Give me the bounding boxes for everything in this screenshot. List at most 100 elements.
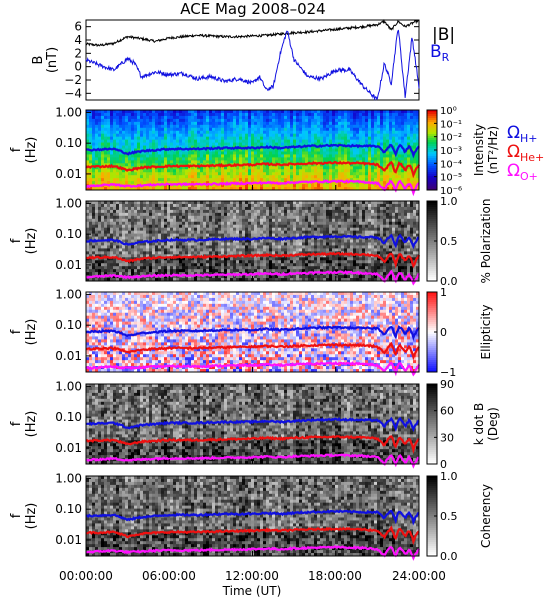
colorbar-tick-label: 0.0 — [440, 550, 458, 563]
p0-ylabel-line2: (nT) — [45, 47, 60, 73]
x-axis: 00:00:00 06:00:00 12:00:00 18:00:00 24:0… — [59, 569, 446, 598]
p0-tick-label: −4 — [64, 86, 82, 100]
omega-he-line — [85, 251, 421, 269]
colorbar-label: (nT²/Hz) — [486, 126, 500, 174]
heatmap-cells — [86, 384, 420, 465]
colorbar-tick-label: 10⁻² — [440, 133, 462, 144]
colorbar: 1.0 0.5 0.0 % Polarization — [426, 195, 493, 288]
p0-ylabel-line1: B — [31, 56, 46, 65]
colorbar-tick-label: 30 — [440, 431, 454, 444]
y-tick-label: 0.01 — [55, 167, 82, 181]
y-label-f: f — [9, 513, 24, 518]
omega-o-line — [85, 545, 420, 561]
colorbar-tick-label: 10⁰ — [440, 106, 457, 117]
colorbar-tick-label: 10⁻¹ — [440, 119, 462, 130]
colorbar: 90 60 30 0 k dot B (Deg) — [426, 378, 500, 471]
panel-spectrogram-2: 1.00 0.10 0.01 f (Hz) 1.0 0.5 0.0 % Polarization — [9, 195, 493, 288]
colorbar-tick-label: 0.5 — [440, 235, 458, 248]
colorbar-tick-label: 10⁻³ — [440, 146, 462, 157]
omega-he-line — [85, 160, 420, 179]
y-tick-label: 1.00 — [55, 105, 82, 119]
colorbar-label: (Deg) — [486, 407, 500, 441]
heatmap-cells — [86, 476, 420, 557]
colorbar-tick-label: 1.0 — [440, 195, 458, 208]
colorbar: 1 0 −1 Ellipticity — [426, 286, 493, 379]
colorbar-tick-label: −1 — [440, 366, 456, 379]
y-tick-label: 1.00 — [55, 379, 82, 393]
omega-o-line — [85, 179, 420, 197]
panel-spectrogram-5: 1.00 0.10 0.01 f (Hz) 1.0 0.5 0.0 Coherency — [9, 470, 493, 563]
colorbar-tick-label: 0.0 — [440, 275, 458, 288]
y-tick-label: 0.01 — [55, 441, 82, 455]
x-tick-4: 24:00:00 — [392, 569, 446, 583]
y-label-f: f — [9, 238, 24, 243]
y-tick-label: 0.10 — [55, 410, 82, 424]
p0-tick-label: 0 — [74, 60, 82, 74]
colorbar-label: % Polarization — [479, 199, 493, 284]
colorbar: 1.0 0.5 0.0 Coherency — [426, 470, 493, 563]
omega-h-line — [85, 416, 420, 433]
colorbar-label: Ellipticity — [479, 305, 493, 360]
y-label-f: f — [9, 147, 24, 152]
colorbar-tick-label: 90 — [440, 378, 454, 391]
p0-series-lines — [85, 18, 420, 101]
x-tick-0: 00:00:00 — [59, 569, 113, 583]
y-tick-label: 1.00 — [55, 196, 82, 210]
y-tick-label: 0.10 — [55, 318, 82, 332]
panel-spectrogram-4: 1.00 0.10 0.01 f (Hz) 90 60 30 0 k dot B (Deg) — [9, 378, 500, 471]
omega-h-line — [85, 325, 420, 341]
omega-he-line — [85, 341, 420, 361]
panel-spectrogram-3: 1.00 0.10 0.01 f (Hz) 1 0 −1 Ellipticity — [9, 286, 493, 379]
y-tick-label: 1.00 — [55, 471, 82, 485]
colorbar-label: Coherency — [479, 484, 493, 548]
y-tick-label: 0.10 — [55, 136, 82, 150]
y-tick-label: 0.01 — [55, 258, 82, 272]
y-tick-label: 1.00 — [55, 287, 82, 301]
figure-title: ACE Mag 2008–024 — [180, 0, 325, 18]
p0-tick-label: 2 — [74, 46, 82, 60]
colorbar-tick-label: 1 — [440, 286, 447, 299]
p0-tick-label: 4 — [74, 33, 82, 47]
gyrofrequency-legend: ΩH+ ΩHe+ ΩO+ — [507, 123, 544, 183]
p0-tick-label: −2 — [64, 73, 82, 87]
omega-h-line — [85, 233, 420, 250]
y-label-hz: (Hz) — [24, 411, 39, 438]
y-tick-label: 0.01 — [55, 533, 82, 547]
spectrogram-panels: 1.000.100.01f (Hz)10⁰10⁻¹10⁻²10⁻³10⁻⁴10⁻⁵… — [9, 105, 500, 563]
legend-abs-b: |B| — [432, 25, 455, 45]
y-label-hz: (Hz) — [24, 319, 39, 346]
heatmap-cells — [86, 201, 420, 282]
colorbar-tick-label: 10⁻⁶ — [440, 186, 462, 197]
panel-spectrogram-1: 1.00 0.10 0.01 f (Hz) 10⁰ 10⁻¹ 10⁻² 10⁻³ 10⁻⁴ 10⁻⁵… — [9, 105, 500, 197]
colorbar-tick-label: 60 — [440, 405, 454, 418]
omega-o-line — [85, 360, 420, 377]
omega-he-line — [85, 435, 420, 455]
y-label-f: f — [9, 329, 24, 334]
y-label-hz: (Hz) — [24, 228, 39, 255]
x-axis-label: Time (UT) — [222, 584, 282, 598]
heatmap-cells — [86, 292, 420, 373]
y-tick-label: 0.10 — [55, 502, 82, 516]
y-label-hz: (Hz) — [24, 503, 39, 530]
y-label-hz: (Hz) — [24, 137, 39, 164]
omega-o-line — [85, 453, 419, 469]
colorbar-tick-label: 10⁻⁴ — [440, 159, 462, 170]
y-tick-label: 0.01 — [55, 349, 82, 363]
colorbar: 10⁰ 10⁻¹ 10⁻² 10⁻³ 10⁻⁴ 10⁻⁵ 10⁻⁶ Intensity (nT²… — [426, 106, 500, 197]
legend-br: BR — [430, 42, 450, 64]
y-tick-label: 0.10 — [55, 227, 82, 241]
p0-tick-label: 6 — [74, 20, 82, 34]
omega-h-line — [85, 509, 420, 526]
omega-h-line — [86, 143, 420, 159]
legend-omega-o: ΩO+ — [507, 161, 538, 183]
y-label-f: f — [9, 421, 24, 426]
colorbar-tick-label: 0 — [440, 326, 447, 339]
colorbar-tick-label: 0.5 — [440, 510, 458, 523]
x-tick-2: 12:00:00 — [225, 569, 279, 583]
colorbar-label: k dot B — [472, 403, 486, 445]
colorbar-tick-label: 10⁻⁵ — [440, 173, 462, 184]
omega-he-line — [85, 525, 420, 546]
heatmap-cells — [86, 110, 420, 191]
